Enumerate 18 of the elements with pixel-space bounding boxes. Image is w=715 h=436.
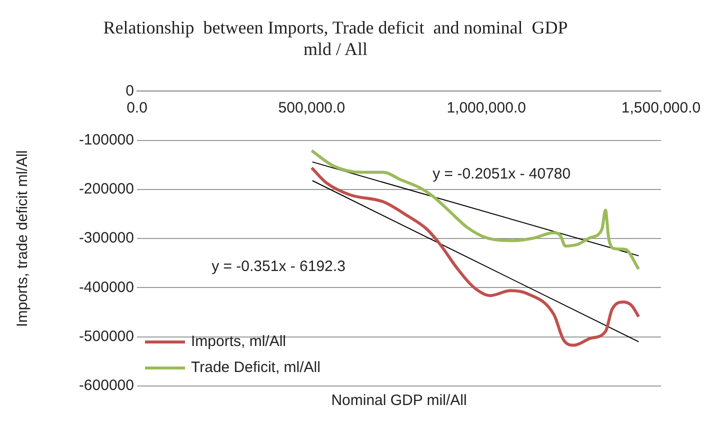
y-tick-label: -600000	[78, 377, 134, 394]
x-tick-label: 1,000,000.0	[446, 99, 526, 116]
x-tick-label: 500,000.0	[278, 99, 346, 116]
x-tick-label: 0.0	[126, 99, 148, 116]
y-tick-label: 0	[126, 82, 134, 100]
legend-label: Trade Deficit, ml/All	[191, 359, 320, 376]
x-tick-label: 1,500,000.0	[621, 99, 701, 116]
legend-label: Imports, ml/All	[191, 333, 286, 350]
y-tick-label: -100000	[78, 131, 134, 148]
y-tick-label: -500000	[78, 328, 134, 346]
y-tick-label: -400000	[78, 278, 134, 296]
y-tick-label: -200000	[78, 180, 134, 198]
y-tick-label: -300000	[78, 230, 134, 247]
x-axis-title: Nominal GDP mil/All	[330, 392, 468, 409]
annotation: y = -0.351x - 6192.3	[212, 258, 346, 276]
chart-title: Relationship between Imports, Trade deficit and nominal GDP mld / All	[103, 18, 568, 60]
y-axis-title: Imports, trade deficit ml/All	[14, 150, 32, 327]
annotation: y = -0.2051x - 40780	[432, 166, 571, 183]
